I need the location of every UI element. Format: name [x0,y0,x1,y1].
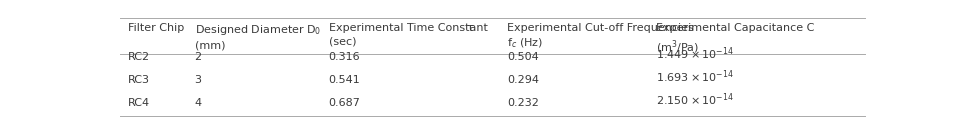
Text: 0.687: 0.687 [329,98,360,108]
Text: 0.294: 0.294 [507,75,539,85]
Text: 4: 4 [195,98,202,108]
Text: RC3: RC3 [128,75,150,85]
Text: RC4: RC4 [128,98,150,108]
Text: τ: τ [466,23,473,33]
Text: Experimental Time Constant
(sec): Experimental Time Constant (sec) [329,23,487,46]
Text: $2.150 \times 10^{-14}$: $2.150 \times 10^{-14}$ [656,92,734,108]
Text: 0.316: 0.316 [329,52,360,62]
Text: 3: 3 [195,75,202,85]
Text: Filter Chip: Filter Chip [128,23,184,33]
Text: Experimental Cut-off Frequencies
f$_c$ (Hz): Experimental Cut-off Frequencies f$_c$ (… [507,23,694,50]
Text: $1.449 \times 10^{-14}$: $1.449 \times 10^{-14}$ [656,45,734,62]
Text: $1.693 \times 10^{-14}$: $1.693 \times 10^{-14}$ [656,68,734,85]
Text: 2: 2 [195,52,202,62]
Text: Designed Diameter D$_0$
(mm): Designed Diameter D$_0$ (mm) [195,23,321,50]
Text: 0.504: 0.504 [507,52,539,62]
Text: 0.541: 0.541 [329,75,360,85]
Text: Experimental Capacitance C
(m$^3$/Pa): Experimental Capacitance C (m$^3$/Pa) [656,23,815,56]
Text: RC2: RC2 [128,52,150,62]
Text: 0.232: 0.232 [507,98,539,108]
